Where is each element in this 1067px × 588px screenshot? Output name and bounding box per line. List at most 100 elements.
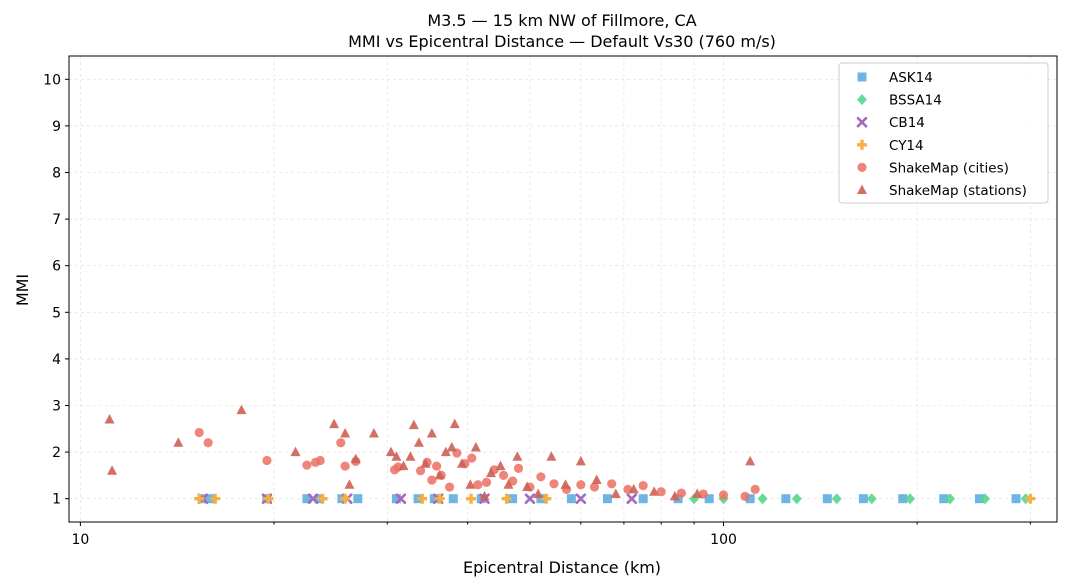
point-bssa14: [979, 493, 990, 505]
point-ask14: [1011, 494, 1021, 504]
point-shakemap-cities: [498, 470, 509, 480]
legend-label-shakemap-cities: ShakeMap (cities): [889, 160, 1009, 176]
point-cy14: [210, 493, 221, 504]
point-ask14: [429, 494, 439, 504]
point-shakemap-stations: [610, 488, 621, 499]
y-tick-label: 2: [52, 445, 61, 461]
point-shakemap-cities: [750, 484, 760, 494]
plot-points: [104, 404, 1036, 505]
axis-ticks: 10 100 1 2 3 4 5 6 7 8 9 10: [43, 72, 1031, 548]
point-shakemap-stations: [344, 479, 355, 489]
point-cb14: [626, 493, 638, 504]
legend-marker-bssa14: [857, 94, 867, 106]
point-shakemap-stations: [329, 418, 340, 429]
point-shakemap-stations: [405, 451, 416, 461]
point-shakemap-stations: [575, 455, 586, 466]
point-shakemap-cities: [740, 491, 750, 501]
y-tick-label: 10: [43, 72, 61, 88]
legend-marker-cb14: [856, 116, 868, 128]
point-cy14: [501, 493, 512, 504]
point-shakemap-stations: [649, 486, 660, 496]
point-shakemap-cities: [549, 479, 559, 489]
y-tick-label: 1: [52, 492, 61, 508]
point-shakemap-stations: [692, 488, 703, 499]
point-shakemap-cities: [513, 463, 524, 474]
legend: ASK14 BSSA14 CB14 CY14 ShakeMap (cities) Shak…: [838, 62, 1049, 204]
point-bssa14: [905, 493, 916, 505]
point-ask14: [974, 494, 984, 504]
point-shakemap-stations: [465, 479, 476, 489]
point-shakemap-stations: [413, 437, 424, 447]
point-bssa14: [791, 493, 802, 505]
point-shakemap-stations: [449, 418, 460, 429]
x-tick-label: 100: [710, 532, 737, 548]
point-shakemap-stations: [340, 427, 351, 438]
point-ask14: [638, 494, 648, 504]
point-cb14: [524, 493, 536, 504]
point-ask14: [353, 494, 363, 504]
point-ask14: [508, 494, 518, 504]
point-shakemap-stations: [408, 419, 419, 430]
point-shakemap-cities: [656, 487, 666, 497]
point-shakemap-stations: [486, 467, 497, 478]
point-cy14: [541, 493, 552, 504]
point-ask14: [566, 494, 576, 504]
legend-marker-ask14: [857, 72, 867, 82]
point-bssa14: [866, 493, 877, 505]
point-cy14: [417, 493, 428, 504]
legend-box: [838, 62, 1049, 204]
point-shakemap-stations: [350, 453, 361, 464]
chart-subtitle: MMI vs Epicentral Distance — Default Vs3…: [348, 32, 776, 51]
y-tick-label: 5: [52, 305, 61, 321]
point-shakemap-stations: [446, 441, 457, 452]
point-cy14: [466, 493, 477, 504]
point-cy14: [434, 493, 445, 504]
point-shakemap-cities: [432, 461, 442, 471]
point-shakemap-stations: [669, 490, 680, 501]
legend-marker-shakemap-cities: [857, 162, 867, 172]
point-shakemap-cities: [607, 479, 617, 489]
legend-label-cb14: CB14: [889, 115, 925, 131]
point-shakemap-stations: [503, 479, 514, 489]
point-bssa14: [757, 493, 768, 505]
point-shakemap-stations: [745, 455, 756, 466]
legend-marker-shakemap-stations: [857, 184, 867, 194]
point-shakemap-stations: [456, 458, 467, 468]
point-shakemap-cities: [302, 460, 312, 470]
point-bssa14: [945, 493, 956, 505]
y-tick-label: 3: [52, 399, 61, 415]
point-ask14: [302, 494, 312, 504]
point-cy14: [340, 493, 351, 504]
point-shakemap-cities: [444, 482, 455, 492]
point-shakemap-stations: [368, 427, 379, 438]
y-tick-label: 8: [52, 166, 61, 182]
point-shakemap-stations: [391, 451, 402, 461]
point-shakemap-stations: [440, 446, 451, 457]
x-axis-label: Epicentral Distance (km): [463, 558, 661, 577]
point-cy14: [1025, 493, 1036, 504]
point-shakemap-cities: [203, 438, 213, 448]
point-shakemap-stations: [385, 446, 396, 457]
point-shakemap-stations: [104, 413, 115, 424]
legend-label-bssa14: BSSA14: [889, 93, 942, 109]
point-shakemap-stations: [533, 488, 544, 499]
legend-label-cy14: CY14: [889, 138, 924, 154]
point-shakemap-stations: [398, 460, 409, 471]
point-shakemap-cities: [536, 472, 546, 482]
point-shakemap-cities: [315, 455, 325, 466]
point-ask14: [781, 494, 791, 504]
point-shakemap-cities: [262, 455, 272, 466]
point-shakemap-cities: [481, 477, 492, 487]
point-cb14: [395, 493, 407, 504]
point-shakemap-stations: [522, 481, 533, 492]
point-shakemap-stations: [560, 479, 571, 489]
point-cb14: [575, 493, 587, 504]
point-ask14: [602, 494, 612, 504]
point-ask14: [391, 494, 401, 504]
y-tick-label: 4: [52, 352, 61, 368]
point-ask14: [898, 494, 908, 504]
point-shakemap-stations: [173, 437, 184, 447]
y-tick-label: 6: [52, 259, 61, 275]
y-tick-label: 7: [52, 212, 61, 228]
point-shakemap-stations: [426, 427, 437, 438]
